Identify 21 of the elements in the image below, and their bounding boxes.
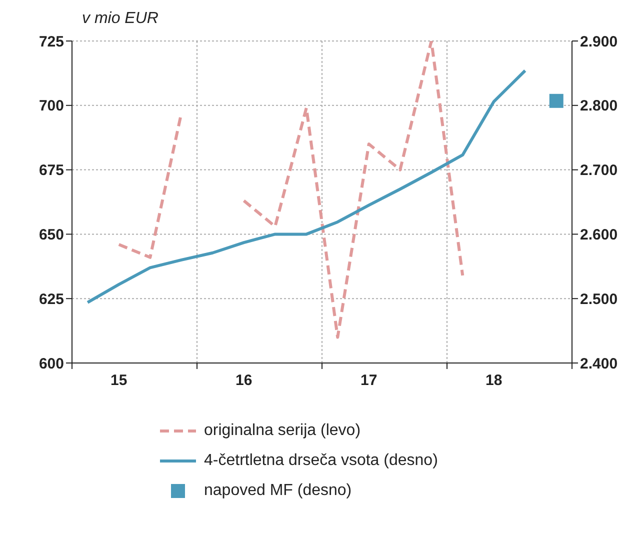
- y-tick-label: 725: [38, 33, 64, 50]
- y-tick-label: 700: [38, 98, 64, 115]
- y2-tick-label: 2.700: [580, 162, 618, 180]
- y2-tick-label: 2.500: [580, 290, 618, 308]
- y2-tick-label: 2.600: [580, 226, 618, 244]
- y-tick-label: 650: [38, 226, 64, 244]
- y2-tick-label: 2.800: [580, 98, 618, 115]
- x-tick-label: 15: [110, 372, 128, 389]
- y2-tick-label: 2.400: [580, 355, 618, 372]
- y-tick-label: 625: [38, 290, 64, 308]
- x-tick-label: 17: [360, 372, 378, 389]
- y-axis-title: v mio EUR: [82, 10, 158, 28]
- line-series: [86, 69, 527, 304]
- y2-tick-label: 2.900: [580, 33, 618, 50]
- legend-label: 4-četrtletna drseča vsota (desno): [204, 452, 438, 470]
- x-tick-label: 16: [236, 372, 252, 389]
- y-tick-label: 675: [38, 162, 64, 180]
- legend-label: napoved MF (desno): [204, 482, 352, 500]
- y-tick-label: 600: [38, 355, 64, 372]
- x-tick-label: 18: [486, 372, 502, 389]
- legend-label: originalna serija (levo): [204, 422, 361, 440]
